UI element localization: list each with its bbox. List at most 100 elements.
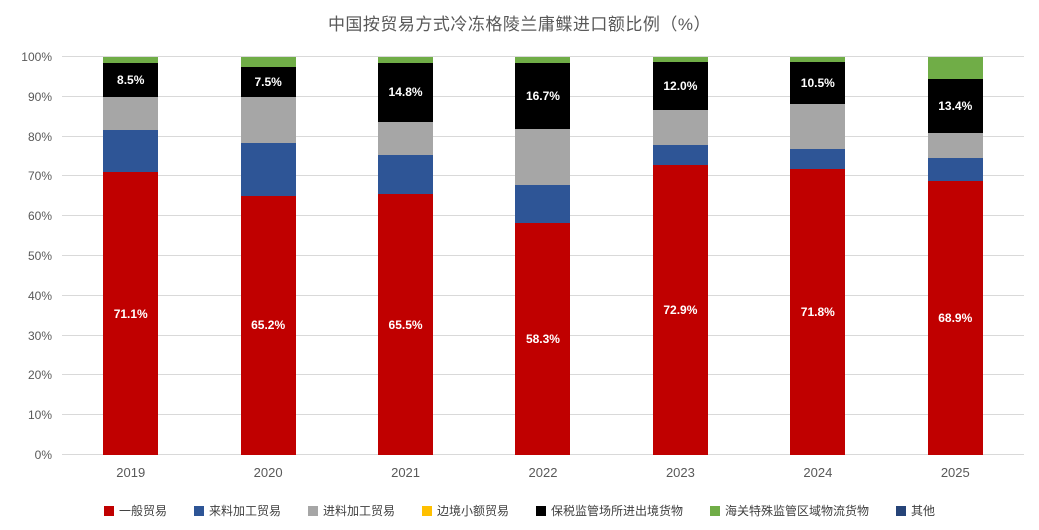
bar-segment: 71.8%	[790, 169, 846, 455]
legend-label: 来料加工贸易	[208, 504, 281, 518]
bar-slot: 72.9% 12.0%	[612, 57, 749, 455]
y-tick-label: 40%	[27, 288, 52, 303]
bar-segment	[240, 97, 296, 144]
bar-segment: 10.5%	[790, 62, 846, 104]
legend: 一般贸易 来料加工贸易 进料加工贸易 边境小额贸易 保税监管场所进出境货物 海关特殊监管区…	[0, 502, 1039, 519]
bar-segment	[652, 57, 708, 62]
bar-segment: 58.3%	[515, 222, 571, 455]
bar-slot: 58.3% 16.7%	[474, 57, 611, 455]
legend-swatch	[536, 505, 546, 516]
bar-segment	[240, 143, 296, 196]
bar-2019: 71.1% 8.5%	[103, 57, 159, 455]
bar-segment	[378, 57, 434, 63]
legend-swatch	[710, 505, 721, 516]
data-label: 72.9%	[663, 302, 698, 317]
legend-swatch	[103, 505, 114, 516]
bar-2025: 68.9% 13.4%	[927, 57, 983, 455]
y-tick-label: 100%	[21, 50, 52, 64]
data-label: 16.7%	[525, 88, 560, 103]
bar-segment: 72.9%	[652, 164, 708, 455]
bar-segment	[790, 148, 846, 170]
data-label: 7.5%	[254, 75, 282, 90]
bar-segment	[652, 109, 708, 145]
y-tick-label: 60%	[27, 209, 52, 224]
legend-label: 一般贸易	[118, 504, 167, 518]
y-tick-label: 20%	[27, 368, 52, 383]
legend-swatch	[193, 505, 204, 516]
data-label: 71.8%	[800, 305, 835, 320]
x-tick-label: 2022	[528, 465, 558, 480]
bar-segment	[790, 104, 846, 149]
y-tick-label: 30%	[27, 328, 52, 343]
legend-label: 保税监管场所进出境货物	[551, 504, 684, 518]
bar-segment	[927, 57, 983, 80]
bar-slot: 71.8% 10.5%	[749, 57, 886, 455]
bar-segment	[515, 57, 571, 63]
y-tick-label: 80%	[27, 129, 52, 144]
data-label: 58.3%	[525, 331, 560, 346]
bar-segment: 8.5%	[103, 63, 159, 98]
bar-segment	[103, 97, 159, 131]
bar-segment	[515, 185, 571, 223]
bar-segment	[515, 129, 571, 186]
x-tick-label: 2025	[940, 465, 970, 480]
bar-2022: 58.3% 16.7%	[515, 57, 571, 455]
x-tick-label: 2024	[803, 465, 833, 480]
legend-label: 海关特殊监管区域物流货物	[725, 504, 870, 518]
bar-slot: 71.1% 8.5%	[62, 57, 199, 455]
legend-item: 海关特殊监管区域物流货物	[710, 502, 869, 519]
data-label: 12.0%	[663, 78, 698, 93]
bar-segment: 16.7%	[515, 62, 571, 130]
bar-2021: 65.5% 14.8%	[378, 57, 434, 455]
bar-slot: 68.9% 13.4%	[887, 57, 1024, 455]
x-tick-label: 2020	[253, 465, 283, 480]
y-tick-label: 70%	[27, 169, 52, 184]
bar-segment: 12.0%	[652, 61, 708, 110]
legend-item: 一般贸易	[103, 502, 167, 519]
y-tick-label: 0%	[34, 448, 52, 462]
bar-segment: 14.8%	[378, 63, 434, 122]
data-label: 65.5%	[388, 317, 423, 332]
bar-2023: 72.9% 12.0%	[652, 57, 708, 455]
legend-swatch	[421, 505, 432, 516]
bar-slot: 65.2% 7.5%	[199, 57, 336, 455]
bars-layer: 71.1% 8.5% 65.2% 7.5% 65.5% 14.8% 58.3% 16.7% 72…	[62, 57, 1024, 455]
legend-label: 其他	[911, 504, 936, 518]
legend-swatch	[307, 505, 318, 516]
bar-segment	[103, 130, 159, 173]
bar-slot: 65.5% 14.8%	[337, 57, 474, 455]
x-tick-label: 2019	[116, 465, 146, 480]
gridline	[62, 56, 1024, 57]
bar-segment	[240, 57, 296, 68]
data-label: 8.5%	[117, 73, 145, 88]
bar-segment: 13.4%	[927, 79, 983, 133]
bar-2020: 65.2% 7.5%	[240, 57, 296, 455]
bar-segment	[790, 57, 846, 63]
data-label: 65.2%	[251, 318, 286, 333]
bar-segment	[378, 155, 434, 195]
data-label: 10.5%	[800, 76, 835, 91]
bar-segment: 65.2%	[240, 195, 296, 455]
data-label: 13.4%	[938, 98, 973, 113]
data-label: 71.1%	[113, 306, 148, 321]
legend-label: 边境小额贸易	[436, 504, 509, 518]
bar-segment	[103, 57, 159, 64]
bar-segment: 65.5%	[378, 194, 434, 455]
legend-swatch	[896, 505, 907, 516]
bar-segment: 71.1%	[103, 172, 159, 455]
bar-segment	[378, 121, 434, 156]
data-label: 68.9%	[938, 310, 973, 325]
y-tick-label: 90%	[27, 89, 52, 104]
legend-item: 来料加工贸易	[193, 502, 281, 519]
legend-label: 进料加工贸易	[322, 504, 395, 518]
bar-segment: 7.5%	[240, 67, 296, 98]
legend-item: 进料加工贸易	[307, 502, 395, 519]
x-tick-label: 2021	[391, 465, 421, 480]
legend-item: 其他	[896, 502, 935, 519]
bar-segment	[927, 132, 983, 159]
legend-item: 保税监管场所进出境货物	[536, 502, 683, 519]
y-tick-label: 50%	[27, 249, 52, 263]
bar-segment	[652, 144, 708, 165]
chart-title: 中国按贸易方式冷冻格陵兰庸鲽进口额比例（%）	[327, 15, 712, 34]
